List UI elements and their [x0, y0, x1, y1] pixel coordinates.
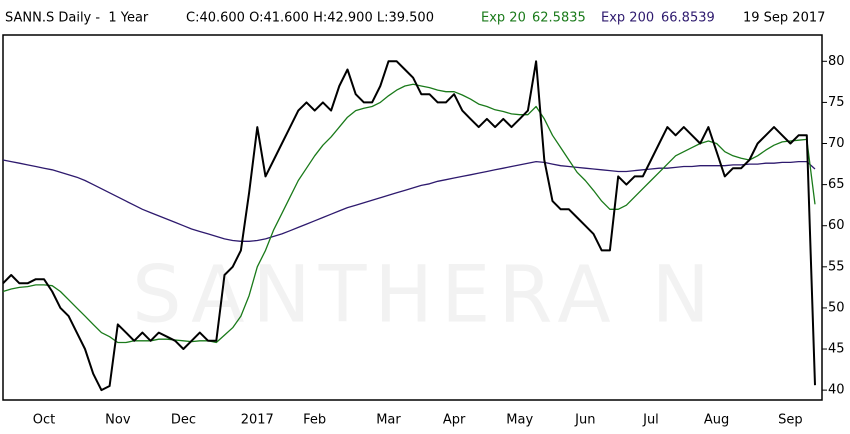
y-tick-label: 75	[828, 95, 845, 110]
legend-label: Exp 200	[601, 11, 654, 26]
plot-frame	[2, 34, 823, 401]
x-tick-label: Dec	[171, 413, 196, 428]
x-tick-label: Jul	[642, 413, 659, 428]
y-tick-label: 70	[828, 136, 845, 151]
y-tick-label: 55	[828, 259, 845, 274]
date: 19 Sep 2017	[743, 11, 825, 26]
y-tick-label: 45	[828, 342, 845, 357]
x-tick-label: May	[506, 413, 533, 428]
legend-value: 66.8539	[661, 11, 715, 26]
x-tick-label: 2017	[241, 413, 274, 428]
y-tick-label: 65	[828, 177, 845, 192]
x-tick-label: Feb	[303, 413, 326, 428]
x-tick-label: Jun	[574, 413, 595, 428]
legend-label: Exp 20	[481, 11, 526, 26]
x-tick-label: Mar	[376, 413, 401, 428]
x-tick-label: Sep	[778, 413, 803, 428]
title: SANN.S Daily - 1 Year	[5, 11, 149, 26]
header: SANN.S Daily - 1 Year C:40.600 O:41.600 …	[5, 11, 825, 26]
series-line	[2, 60, 816, 392]
y-tick-label: 80	[828, 54, 845, 69]
quote: C:40.600 O:41.600 H:42.900 L:39.500	[186, 11, 434, 26]
y-tick-label: 50	[828, 300, 845, 315]
watermark: SANTHERA N	[132, 250, 718, 340]
y-tick-label: 60	[828, 218, 845, 233]
y-tick-label: 40	[828, 383, 845, 398]
x-tick-label: Apr	[443, 413, 466, 428]
x-tick-label: Aug	[704, 413, 729, 428]
x-tick-label: Oct	[33, 413, 55, 428]
series-line	[2, 83, 816, 344]
series-line	[2, 159, 816, 242]
x-tick-label: Nov	[105, 413, 131, 428]
legend-value: 62.5835	[532, 11, 586, 26]
